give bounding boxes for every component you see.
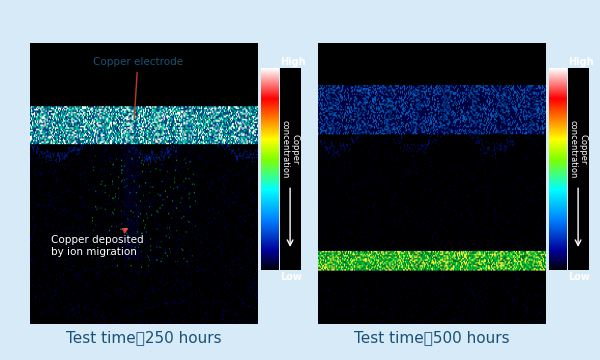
Text: High: High [568, 57, 594, 67]
Text: Copper deposited
by ion migration: Copper deposited by ion migration [51, 229, 144, 257]
Text: Copper
concentration: Copper concentration [280, 120, 300, 178]
Text: Low: Low [280, 272, 302, 282]
Text: Test time：250 hours: Test time：250 hours [66, 330, 222, 346]
Text: Copper electrode: Copper electrode [93, 57, 183, 118]
Text: Copper
concentration: Copper concentration [568, 120, 588, 178]
Text: Low: Low [568, 272, 590, 282]
Text: High: High [280, 57, 306, 67]
Text: Test time：500 hours: Test time：500 hours [354, 330, 510, 346]
